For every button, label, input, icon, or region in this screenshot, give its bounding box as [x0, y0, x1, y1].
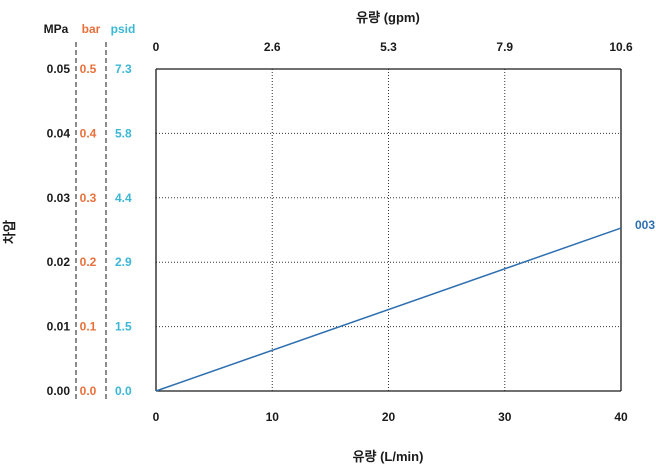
y-axis-unit-mpa: MPa: [44, 22, 69, 36]
x-tick-label-top: 0: [153, 40, 160, 54]
y-tick-label-bar: 0.3: [80, 191, 97, 205]
x-axis-title-bottom: 유량 (L/min): [353, 449, 424, 464]
y-tick-label-mpa: 0.03: [47, 191, 71, 205]
y-tick-label-psid: 7.3: [115, 62, 132, 76]
y-tick-label-mpa: 0.04: [47, 126, 71, 140]
x-tick-label-bottom: 30: [498, 410, 512, 424]
tick-labels: 0 10 20 30 40 0 2.6 5.3 7.9 10.6 0.00 0.01 0.02 0.03 0…: [47, 40, 656, 424]
x-tick-label-bottom: 40: [614, 410, 628, 424]
y-axis-title: 차압: [2, 220, 17, 244]
y-tick-label-mpa: 0.05: [47, 62, 71, 76]
y-tick-label-bar: 0.2: [80, 255, 97, 269]
y-tick-label-bar: 0.1: [80, 320, 97, 334]
x-tick-label-top: 10.6: [609, 40, 633, 54]
y-tick-label-mpa: 0.01: [47, 320, 71, 334]
x-tick-label-top: 7.9: [496, 40, 513, 54]
y-tick-label-psid: 5.8: [115, 126, 132, 140]
y-tick-label-psid: 0.0: [115, 384, 132, 398]
y-tick-label-mpa: 0.00: [47, 384, 71, 398]
y-axis-unit-bar: bar: [82, 22, 101, 36]
x-tick-label-top: 5.3: [380, 40, 397, 54]
y-axis-unit-psid: psid: [111, 22, 136, 36]
series-line-003: [155, 227, 622, 392]
y-tick-label-mpa: 0.02: [47, 255, 71, 269]
grid: [156, 69, 621, 391]
x-axis-title-top: 유량 (gpm): [356, 10, 420, 25]
y-tick-label-psid: 2.9: [115, 255, 132, 269]
y-tick-label-bar: 0.4: [80, 126, 97, 140]
x-tick-label-bottom: 10: [266, 410, 280, 424]
series-lines: [155, 227, 622, 392]
y-tick-label-psid: 4.4: [115, 191, 132, 205]
x-tick-label-bottom: 0: [153, 410, 160, 424]
x-tick-label-top: 2.6: [264, 40, 281, 54]
y-tick-label-bar: 0.0: [80, 384, 97, 398]
axes: [75, 42, 622, 400]
x-tick-label-bottom: 20: [382, 410, 396, 424]
y-tick-label-bar: 0.5: [80, 62, 97, 76]
y-tick-label-psid: 1.5: [115, 320, 132, 334]
series-label-003: 003: [635, 218, 655, 232]
